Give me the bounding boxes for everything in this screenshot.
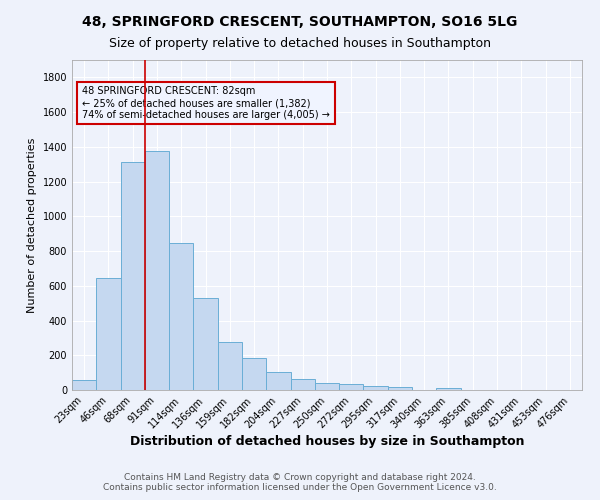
Bar bbox=[290, 378, 315, 390]
Bar bbox=[266, 372, 290, 390]
Y-axis label: Number of detached properties: Number of detached properties bbox=[27, 138, 37, 312]
Bar bbox=[121, 162, 145, 390]
Bar bbox=[169, 243, 193, 390]
Bar bbox=[72, 380, 96, 390]
Bar bbox=[242, 358, 266, 390]
Text: Size of property relative to detached houses in Southampton: Size of property relative to detached ho… bbox=[109, 38, 491, 51]
Bar bbox=[339, 384, 364, 390]
Bar bbox=[145, 151, 169, 390]
Bar bbox=[218, 342, 242, 390]
Bar bbox=[96, 278, 121, 390]
Bar bbox=[193, 298, 218, 390]
Text: 48 SPRINGFORD CRESCENT: 82sqm
← 25% of detached houses are smaller (1,382)
74% o: 48 SPRINGFORD CRESCENT: 82sqm ← 25% of d… bbox=[82, 86, 330, 120]
Text: Contains HM Land Registry data © Crown copyright and database right 2024.
Contai: Contains HM Land Registry data © Crown c… bbox=[103, 473, 497, 492]
Bar bbox=[364, 386, 388, 390]
Text: 48, SPRINGFORD CRESCENT, SOUTHAMPTON, SO16 5LG: 48, SPRINGFORD CRESCENT, SOUTHAMPTON, SO… bbox=[82, 15, 518, 29]
Bar bbox=[315, 383, 339, 390]
X-axis label: Distribution of detached houses by size in Southampton: Distribution of detached houses by size … bbox=[130, 436, 524, 448]
Bar bbox=[436, 388, 461, 390]
Bar bbox=[388, 388, 412, 390]
